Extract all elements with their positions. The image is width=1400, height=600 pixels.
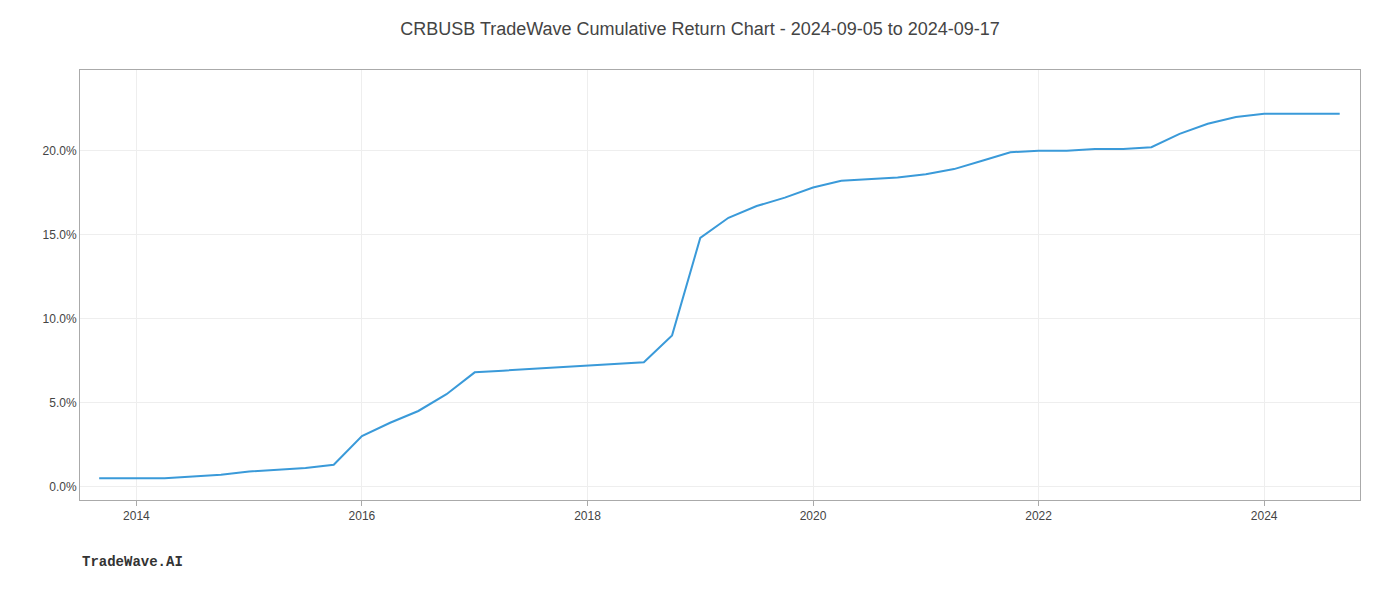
svg-text:CRBUSB TradeWave Cumulative Re: CRBUSB TradeWave Cumulative Return Chart… [400, 19, 1000, 39]
svg-text:0.0%: 0.0% [49, 480, 77, 494]
svg-text:15.0%: 15.0% [43, 228, 77, 242]
svg-text:2018: 2018 [574, 509, 601, 523]
svg-text:5.0%: 5.0% [49, 396, 77, 410]
svg-text:2022: 2022 [1025, 509, 1052, 523]
svg-text:2014: 2014 [123, 509, 150, 523]
svg-text:TradeWave.AI: TradeWave.AI [82, 554, 183, 570]
svg-text:20.0%: 20.0% [43, 144, 77, 158]
svg-text:2020: 2020 [800, 509, 827, 523]
svg-text:2016: 2016 [349, 509, 376, 523]
svg-text:10.0%: 10.0% [43, 312, 77, 326]
svg-text:2024: 2024 [1251, 509, 1278, 523]
